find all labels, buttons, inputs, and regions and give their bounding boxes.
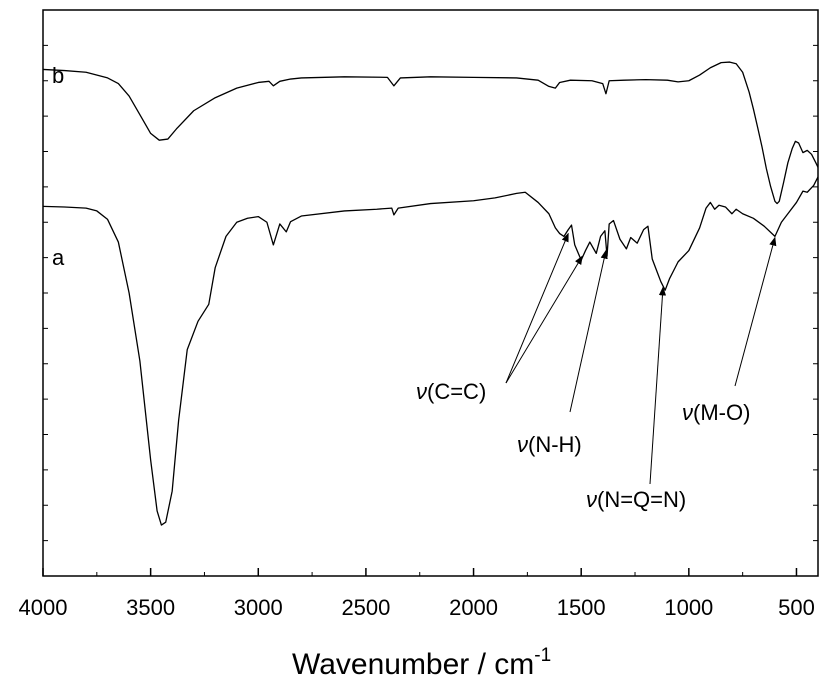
annotation-group: (M-O) xyxy=(693,400,750,425)
annotation-arrow xyxy=(569,249,608,413)
plot-frame xyxy=(42,9,819,577)
annotation-arrow xyxy=(649,286,667,485)
annotation-nu: ν xyxy=(517,432,528,457)
series-layer xyxy=(42,61,819,526)
annotation-label: ν(N-H) xyxy=(517,432,582,457)
series-label-a: a xyxy=(52,245,65,270)
x-ticks: 4000 3500 3000 2500 2000 1500 1000 500 xyxy=(19,568,815,620)
annotation-arrow xyxy=(505,232,569,384)
x-tick-label-3500: 3500 xyxy=(126,595,175,620)
annotation-label: ν(C=C) xyxy=(416,379,486,404)
x-tick-label-2000: 2000 xyxy=(449,595,498,620)
annotation-arrow xyxy=(734,236,777,387)
y-ticks xyxy=(43,44,818,542)
annotation-group: (N-H) xyxy=(528,432,582,457)
annotation-group: (C=C) xyxy=(427,379,486,404)
annotation-nu: ν xyxy=(416,379,427,404)
x-tick-label-3000: 3000 xyxy=(234,595,283,620)
annotation-label: ν(N=Q=N) xyxy=(586,487,686,512)
annotation-nu: ν xyxy=(682,400,693,425)
x-tick-label-1000: 1000 xyxy=(664,595,713,620)
series-line-b xyxy=(42,61,819,205)
annotation-group: (N=Q=N) xyxy=(597,487,686,512)
x-tick-label-2500: 2500 xyxy=(341,595,390,620)
series-line-a xyxy=(42,176,819,526)
x-axis-title-superscript: -1 xyxy=(534,645,551,666)
annotation-arrow xyxy=(505,255,583,384)
x-tick-label-1500: 1500 xyxy=(557,595,606,620)
x-tick-label-4000: 4000 xyxy=(19,595,68,620)
series-label-b: b xyxy=(52,63,64,88)
annotation-label: ν(M-O) xyxy=(682,400,750,425)
x-axis-title-main: Wavenumber / cm xyxy=(292,648,534,681)
annotation-layer: ν(C=C)ν(N-H)ν(N=Q=N)ν(M-O) xyxy=(416,232,777,512)
x-axis-title: Wavenumber / cm-1 xyxy=(292,645,551,681)
x-tick-label-500: 500 xyxy=(778,595,815,620)
annotation-nu: ν xyxy=(586,487,597,512)
